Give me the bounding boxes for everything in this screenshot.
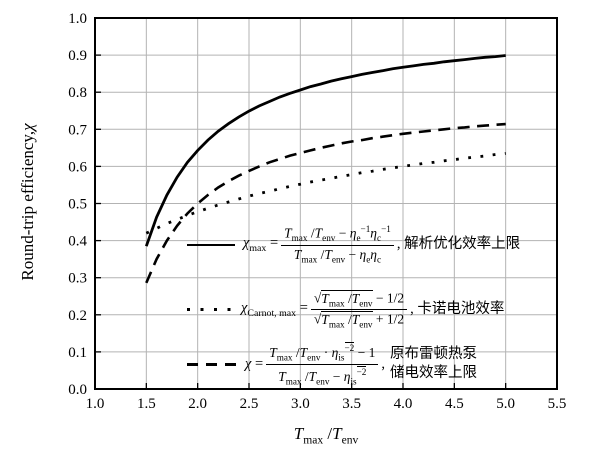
svg-text:2.0: 2.0 [188,396,207,412]
fraction-numerator: √Tmax /Tenv − 1/2 [310,290,408,311]
legend-label-cn-line2: 储电效率上限 [390,365,478,382]
svg-text:0.9: 0.9 [68,48,87,64]
svg-text:0.4: 0.4 [68,234,87,250]
y-axis-title: Round-trip efficiency,χ [18,91,38,313]
fraction-denominator: √Tmax /Tenv + 1/2 [313,311,405,330]
curve-dashed [145,122,506,284]
fraction: Tmax /Tenv · ηis−2 − 1 Tmax /Tenv − ηis−… [266,341,379,388]
fraction-numerator: Tmax /Tenv − ηe−1ηc−1 [281,224,394,246]
y-axis-title-text: Round-trip efficiency, [18,130,37,281]
svg-text:5.0: 5.0 [496,396,515,412]
svg-text:3.5: 3.5 [342,396,361,412]
solid-line-sample [187,243,235,246]
legend: χmax = Tmax /Tenv − ηe−1ηc−1 Tmax /Tenv … [187,224,520,387]
gridlines [95,18,557,389]
svg-text:0.2: 0.2 [68,308,87,324]
formula-comma: , [381,355,386,372]
svg-text:0.0: 0.0 [68,382,87,398]
svg-text:0.1: 0.1 [68,345,87,361]
fraction-denominator: Tmax /Tenv − ηis−2 [278,365,367,387]
svg-text:1.0: 1.0 [86,396,105,412]
svg-text:0.5: 0.5 [68,197,87,213]
svg-text:1.5: 1.5 [137,396,156,412]
legend-entry-chi-brayton: χ = Tmax /Tenv · ηis−2 − 1 Tmax /Tenv − … [187,341,520,388]
svg-text:5.5: 5.5 [548,396,567,412]
svg-text:2.5: 2.5 [240,396,259,412]
dotted-line-sample [187,308,233,312]
svg-text:4.5: 4.5 [445,396,464,412]
svg-text:3.0: 3.0 [291,396,310,412]
curve-dotted [145,152,506,235]
legend-label-cn: , 卡诺电池效率 [410,301,505,318]
fraction: √Tmax /Tenv − 1/2 √Tmax /Tenv + 1/2 [310,290,408,330]
plot-border [94,17,558,390]
svg-text:0.3: 0.3 [68,271,87,287]
x-axis-title: Tmax /Tenv [293,424,359,447]
legend-entry-chi-carnot: χCarnot, max = √Tmax /Tenv − 1/2 √Tmax /… [187,290,520,330]
formula-lhs: χCarnot, max = [241,300,308,320]
svg-text:0.6: 0.6 [68,159,87,175]
legend-label-cn: , 解析优化效率上限 [396,236,521,253]
fraction: Tmax /Tenv − ηe−1ηc−1 Tmax /Tenv − ηeηc [281,224,394,265]
svg-text:1.0: 1.0 [68,11,87,27]
chi-symbol: χ [18,123,37,131]
legend-label-cn-line1: 原布雷顿热泵 [390,346,478,363]
formula-lhs: χmax = [243,234,279,254]
legend-label-cn: 原布雷顿热泵 储电效率上限 [390,345,477,383]
fraction-denominator: Tmax /Tenv − ηeηc [293,246,382,265]
legend-entry-chi-max: χmax = Tmax /Tenv − ηe−1ηc−1 Tmax /Tenv … [187,224,520,265]
x-tick-labels: 1.0 1.5 2.0 2.5 3.0 3.5 4.0 4.5 5.0 5.5 [86,396,567,412]
svg-text:0.8: 0.8 [68,85,87,101]
fraction-numerator: Tmax /Tenv · ηis−2 − 1 [266,341,379,365]
formula-lhs: χ = [245,355,264,372]
curve-solid [144,54,506,247]
dashed-line-sample [187,363,237,366]
y-tick-labels: 0.0 0.1 0.2 0.3 0.4 0.5 0.6 0.7 0.8 0.9 1.0 [68,11,87,398]
svg-text:0.7: 0.7 [68,122,87,138]
svg-text:4.0: 4.0 [394,396,413,412]
